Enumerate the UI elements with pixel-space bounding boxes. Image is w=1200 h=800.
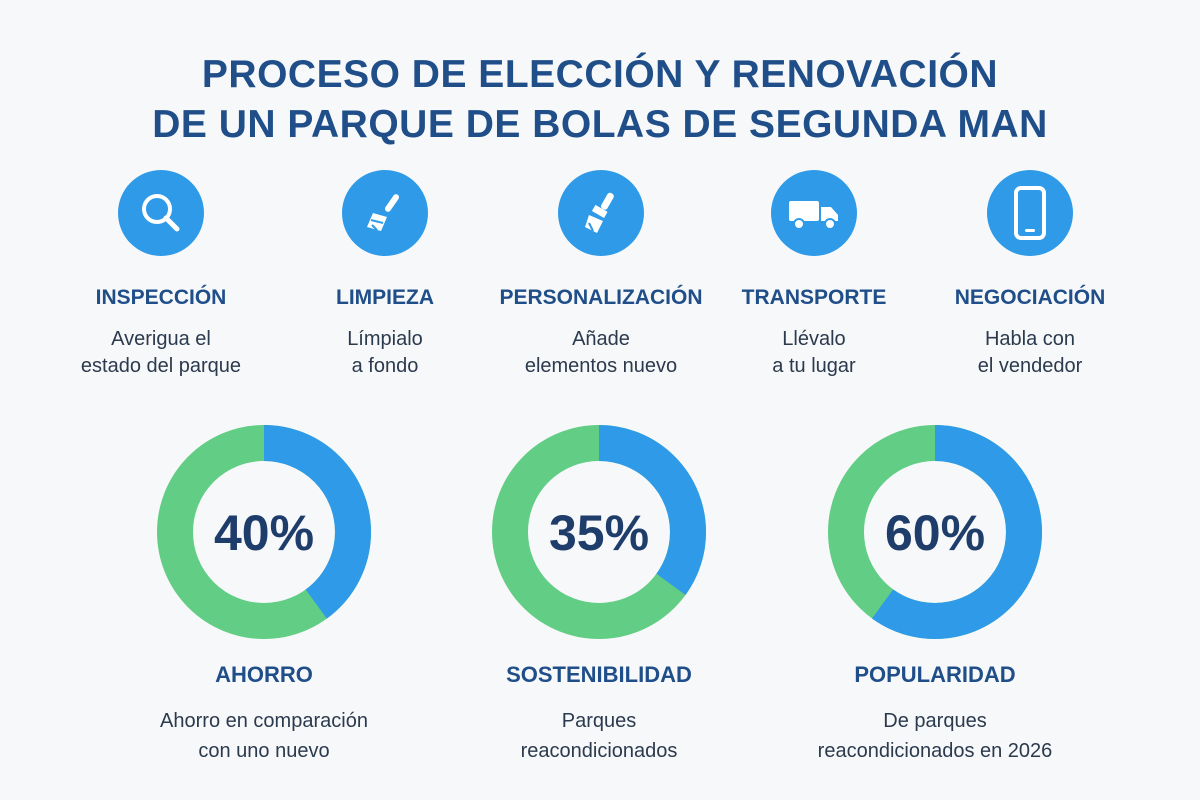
step-label: NEGOCIACIÓN [954, 286, 1106, 309]
donut-percent-label: 35% [549, 505, 649, 561]
donut-description: Parques reacondicionados [429, 706, 769, 766]
step-personalizacion: PERSONALIZACIÓN Añade elementos nuevo [486, 170, 716, 380]
step-desc-line: Habla con [984, 328, 1076, 350]
title-line-2: DE UN PARQUE DE BOLAS DE SEGUNDA MAN [152, 103, 1048, 146]
step-limpieza: LIMPIEZA Límpialo a fondo [270, 170, 500, 380]
donut-chart: 35% [492, 425, 706, 639]
donut-desc-line: De parques [883, 710, 987, 732]
paintbrush-icon [558, 170, 644, 256]
broom-icon [342, 170, 428, 256]
donut-value-segment [828, 425, 1042, 639]
donut-value-segment [157, 425, 371, 639]
donut-chart: 60% [828, 425, 1042, 639]
donut-desc-line: Parques [561, 710, 637, 732]
donut-chart: 40% [157, 425, 371, 639]
step-desc-line: a fondo [351, 355, 419, 377]
step-label: PERSONALIZACIÓN [499, 286, 703, 309]
step-desc-line: Límpialo [347, 328, 423, 350]
step-desc-line: Averigua el [111, 328, 211, 350]
donut-description: Ahorro en comparación con uno nuevo [94, 706, 434, 766]
donut-sostenibilidad: 35% SOSTENIBILIDAD Parques reacondiciona… [429, 422, 769, 766]
step-desc-line: el vendedor [977, 355, 1083, 377]
step-description: Añade elementos nuevo [486, 326, 716, 380]
donut-percent-label: 40% [214, 505, 314, 561]
step-label: TRANSPORTE [741, 286, 887, 309]
step-inspeccion: INSPECCIÓN Averigua el estado del parque [46, 170, 276, 380]
donut-description: De parques reacondicionados en 2026 [765, 706, 1105, 766]
step-description: Averigua el estado del parque [46, 326, 276, 380]
donut-label: SOSTENIBILIDAD [506, 662, 692, 687]
page-title: PROCESO DE ELECCIÓN Y RENOVACIÓN DE UN P… [0, 50, 1200, 150]
search-icon [118, 170, 204, 256]
donut-desc-line: Ahorro en comparación [160, 710, 368, 732]
step-desc-line: a tu lugar [772, 355, 856, 377]
donut-percent-label: 60% [885, 505, 985, 561]
donut-label: POPULARIDAD [854, 662, 1016, 687]
step-label: INSPECCIÓN [95, 286, 227, 309]
donut-desc-line: reacondicionados [520, 740, 678, 762]
donut-desc-line: reacondicionados en 2026 [817, 740, 1053, 762]
step-description: Llévalo a tu lugar [699, 326, 929, 380]
donut-value-segment [492, 425, 706, 639]
step-desc-line: Llévalo [782, 328, 846, 350]
donut-label: AHORRO [215, 662, 313, 687]
phone-icon [987, 170, 1073, 256]
step-negociacion: NEGOCIACIÓN Habla con el vendedor [915, 170, 1145, 380]
step-label: LIMPIEZA [336, 286, 434, 309]
step-transporte: TRANSPORTE Llévalo a tu lugar [699, 170, 929, 380]
step-desc-line: elementos nuevo [524, 355, 678, 377]
donut-ahorro: 40% AHORRO Ahorro en comparación con uno… [94, 422, 434, 766]
step-desc-line: estado del parque [80, 355, 242, 377]
step-desc-line: Añade [572, 328, 630, 350]
step-description: Límpialo a fondo [270, 326, 500, 380]
step-description: Habla con el vendedor [915, 326, 1145, 380]
donut-popularidad: 60% POPULARIDAD De parques reacondiciona… [765, 422, 1105, 766]
donut-desc-line: con uno nuevo [198, 740, 330, 762]
title-line-1: PROCESO DE ELECCIÓN Y RENOVACIÓN [201, 53, 999, 96]
truck-icon [771, 170, 857, 256]
